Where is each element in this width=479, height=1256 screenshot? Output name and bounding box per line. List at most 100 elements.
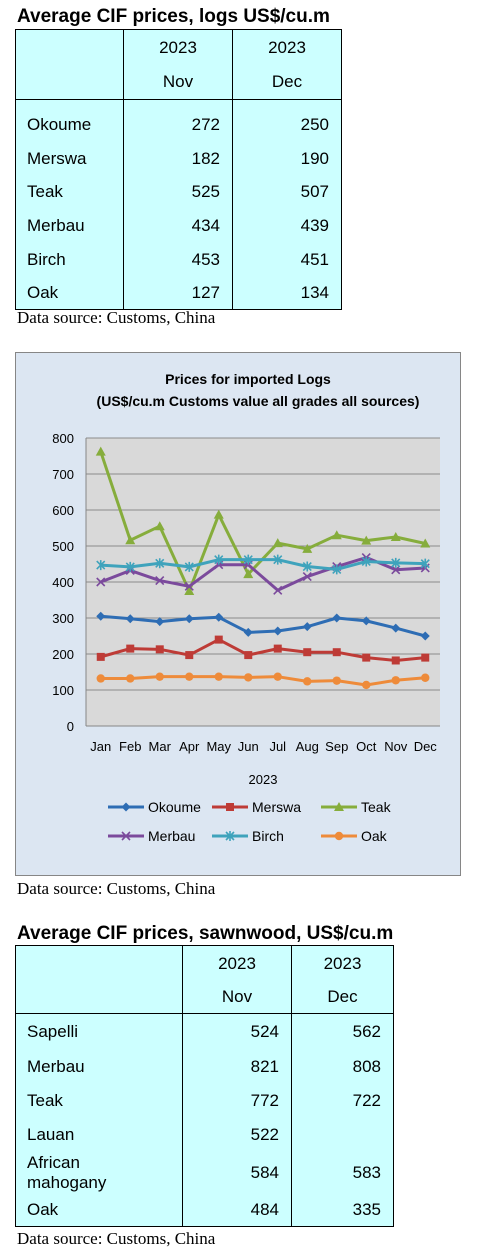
data-point bbox=[185, 651, 194, 660]
chart-title: Prices for imported Logs bbox=[165, 371, 331, 387]
header-year: 2023 bbox=[218, 953, 256, 973]
logs-price-table: 2023 Nov 2023 Dec Okoume 272 250 Merswa … bbox=[15, 29, 342, 310]
y-tick-label: 100 bbox=[52, 683, 74, 698]
y-tick-label: 300 bbox=[52, 611, 74, 626]
data-point bbox=[213, 509, 224, 519]
nov-price-cell: 434 bbox=[123, 208, 233, 243]
x-tick-label: Mar bbox=[149, 739, 172, 754]
table-row: Lauan 522 bbox=[15, 1117, 394, 1152]
y-tick-label: 800 bbox=[52, 431, 74, 446]
table-row: African mahogany 584 583 bbox=[15, 1151, 394, 1195]
species-cell: African mahogany bbox=[15, 1151, 183, 1195]
header-cell-nov: 2023 Nov bbox=[182, 945, 292, 1014]
x-tick-label: Nov bbox=[384, 739, 408, 754]
table-row: Oak 127 134 bbox=[15, 276, 342, 310]
data-point bbox=[184, 581, 194, 591]
dec-price-cell: 335 bbox=[291, 1194, 394, 1227]
series-oak bbox=[96, 672, 430, 690]
data-point bbox=[96, 577, 106, 587]
sawnwood-data-source: Data source: Customs, China bbox=[17, 1229, 216, 1248]
sawnwood-price-table: 2023 Nov 2023 Dec Sapelli 524 562 Merbau… bbox=[15, 945, 394, 1227]
data-point bbox=[391, 557, 401, 568]
data-point bbox=[121, 802, 131, 812]
data-point bbox=[334, 802, 344, 811]
series-birch bbox=[96, 554, 430, 575]
species-cell: Lauan bbox=[15, 1117, 183, 1152]
sawnwood-table-title: Average CIF prices, sawnwood, US$/cu.m bbox=[17, 923, 394, 944]
data-point bbox=[96, 611, 106, 621]
nov-price-cell: 453 bbox=[123, 242, 233, 277]
x-tick-label: Feb bbox=[119, 739, 141, 754]
nov-price-cell: 584 bbox=[182, 1151, 292, 1195]
data-point bbox=[243, 627, 253, 637]
data-point bbox=[391, 565, 401, 575]
data-point bbox=[391, 676, 400, 685]
data-point bbox=[226, 803, 234, 811]
x-tick-label: Dec bbox=[414, 739, 438, 754]
x-tick-label: Jan bbox=[90, 739, 111, 754]
data-point bbox=[420, 631, 430, 641]
series-line bbox=[100, 638, 426, 662]
data-point bbox=[332, 613, 342, 623]
header-cell-nov: 2023 Nov bbox=[123, 29, 233, 100]
x-tick-label: Oct bbox=[356, 739, 377, 754]
dec-price-cell: 583 bbox=[291, 1151, 394, 1195]
data-point bbox=[302, 561, 312, 572]
header-empty-cell bbox=[15, 945, 183, 1014]
data-point bbox=[391, 656, 400, 665]
nov-price-cell: 525 bbox=[123, 175, 233, 209]
data-point bbox=[95, 446, 106, 456]
data-point bbox=[302, 543, 313, 553]
series-okoume bbox=[96, 611, 430, 641]
species-cell: Teak bbox=[15, 1083, 183, 1118]
series-line bbox=[100, 556, 426, 592]
legend-item-oak: Oak bbox=[321, 828, 388, 844]
species-cell: Birch bbox=[15, 242, 124, 277]
chart-canvas: Prices for imported Logs (US$/cu.m Custo… bbox=[52, 371, 440, 844]
header-empty-cell bbox=[15, 29, 124, 100]
series-merswa bbox=[96, 635, 430, 665]
series-line bbox=[100, 558, 426, 571]
y-tick-labels: 0 100 200 300 400 500 600 700 800 bbox=[52, 431, 74, 734]
nov-price-cell: 272 bbox=[123, 107, 233, 142]
legend-item-teak: Teak bbox=[321, 799, 392, 815]
legend-label: Merswa bbox=[252, 799, 301, 815]
species-cell: Teak bbox=[15, 175, 124, 209]
header-year: 2023 bbox=[323, 953, 362, 973]
table-row: Merbau 821 808 bbox=[15, 1049, 394, 1084]
header-month: Nov bbox=[162, 71, 194, 91]
data-point bbox=[332, 564, 342, 575]
logs-data-source: Data source: Customs, China bbox=[17, 308, 216, 327]
legend-item-merbau: Merbau bbox=[108, 828, 195, 844]
nov-price-cell: 484 bbox=[182, 1194, 292, 1227]
data-point bbox=[225, 831, 235, 841]
chart-data-source: Data source: Customs, China bbox=[17, 879, 216, 898]
data-point bbox=[125, 535, 136, 545]
data-point bbox=[243, 554, 253, 565]
data-point bbox=[125, 561, 135, 572]
logs-table-title: Average CIF prices, logs US$/cu.m bbox=[17, 6, 330, 27]
species-cell: Oak bbox=[15, 1194, 183, 1227]
chart-subtitle: (US$/cu.m Customs value all grades all s… bbox=[97, 393, 420, 409]
legend-item-merswa: Merswa bbox=[212, 799, 301, 815]
data-point bbox=[155, 558, 165, 569]
x-tick-label: May bbox=[206, 739, 231, 754]
dec-price-cell: 134 bbox=[232, 276, 342, 310]
legend-label: Teak bbox=[361, 799, 392, 815]
data-point bbox=[244, 673, 253, 682]
data-point bbox=[96, 652, 105, 661]
x-tick-label: Jun bbox=[238, 739, 259, 754]
data-point bbox=[155, 672, 164, 681]
legend-label: Merbau bbox=[148, 828, 195, 844]
y-tick-label: 400 bbox=[52, 575, 74, 590]
data-point bbox=[155, 617, 165, 627]
data-point bbox=[303, 648, 312, 657]
data-point bbox=[303, 677, 312, 686]
x-tick-label: Aug bbox=[296, 739, 319, 754]
header-cell-dec: 2023 Dec bbox=[232, 29, 342, 100]
data-point bbox=[155, 645, 164, 654]
dec-price-cell: 439 bbox=[232, 208, 342, 243]
dec-price-cell: 250 bbox=[232, 107, 342, 142]
data-point bbox=[421, 673, 430, 682]
data-point bbox=[214, 612, 224, 622]
